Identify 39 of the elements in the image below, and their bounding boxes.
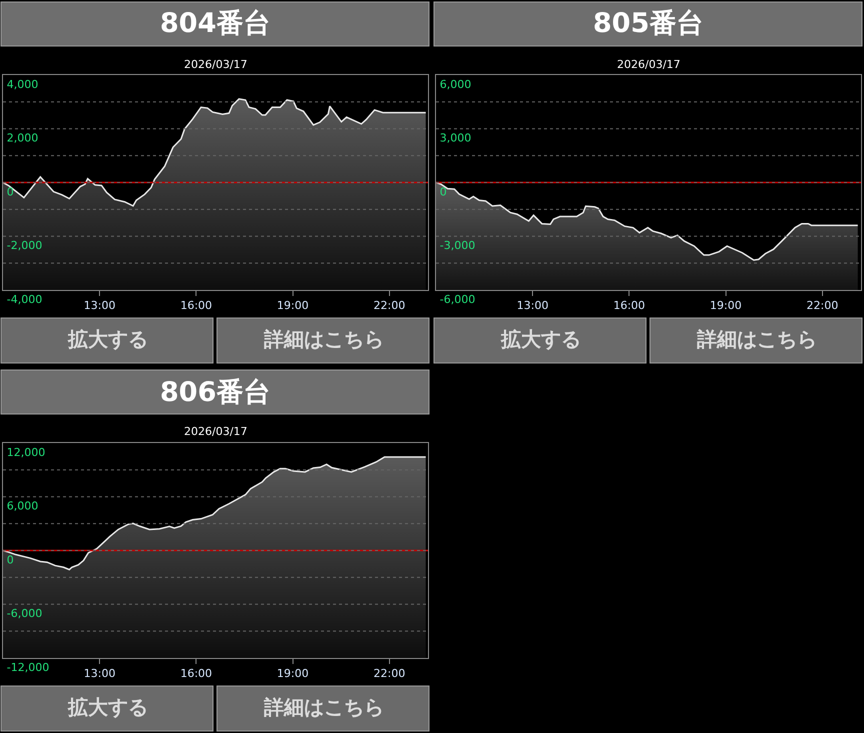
- y-tick-label: 6,000: [6, 500, 38, 513]
- x-tick-label: 16:00: [180, 299, 212, 312]
- x-tick-label: 22:00: [806, 299, 838, 312]
- text: 拡大する: [500, 327, 581, 351]
- x-tick-label: 22:00: [374, 299, 406, 312]
- y-tick-label: -6,000: [440, 292, 476, 306]
- y-tick-label: 12,000: [6, 446, 46, 459]
- y-tick-label: 6,000: [440, 78, 472, 91]
- y-tick-label: 3,000: [440, 132, 472, 145]
- y-tick-label: 0: [6, 553, 14, 566]
- x-tick-label: 19:00: [276, 667, 309, 680]
- x-tick-label: 16:00: [613, 299, 646, 312]
- x-tick-label: 19:00: [710, 299, 742, 312]
- text: 拡大する: [67, 327, 148, 351]
- y-tick-label: -2,000: [6, 239, 42, 252]
- x-tick-label: 13:00: [84, 299, 116, 312]
- y-tick-label: 2,000: [6, 132, 38, 145]
- text: 詳細はこちら: [263, 327, 384, 351]
- chart-subtitle: 2026/03/17: [184, 58, 248, 71]
- chart-title: 805番台: [593, 8, 704, 39]
- y-tick-label: -3,000: [440, 239, 476, 252]
- x-tick-label: 19:00: [276, 299, 309, 312]
- y-tick-label: 4,000: [6, 78, 38, 91]
- x-tick-label: 16:00: [180, 667, 212, 680]
- text: 拡大する: [67, 695, 148, 719]
- y-tick-label: -6,000: [6, 607, 42, 620]
- x-tick-label: 13:00: [84, 667, 116, 680]
- chart-subtitle: 2026/03/17: [184, 425, 248, 438]
- y-tick-label: 0: [440, 185, 447, 198]
- text: 詳細はこちら: [696, 327, 817, 351]
- text: 詳細はこちら: [263, 695, 384, 719]
- y-tick-label: 0: [6, 185, 14, 198]
- y-tick-label: -12,000: [6, 660, 50, 674]
- x-tick-label: 13:00: [516, 299, 548, 312]
- chart-subtitle: 2026/03/17: [617, 58, 680, 71]
- y-tick-label: -4,000: [6, 292, 42, 306]
- x-tick-label: 22:00: [374, 667, 406, 680]
- chart-title: 806番台: [160, 377, 270, 408]
- chart-title: 804番台: [160, 8, 270, 39]
